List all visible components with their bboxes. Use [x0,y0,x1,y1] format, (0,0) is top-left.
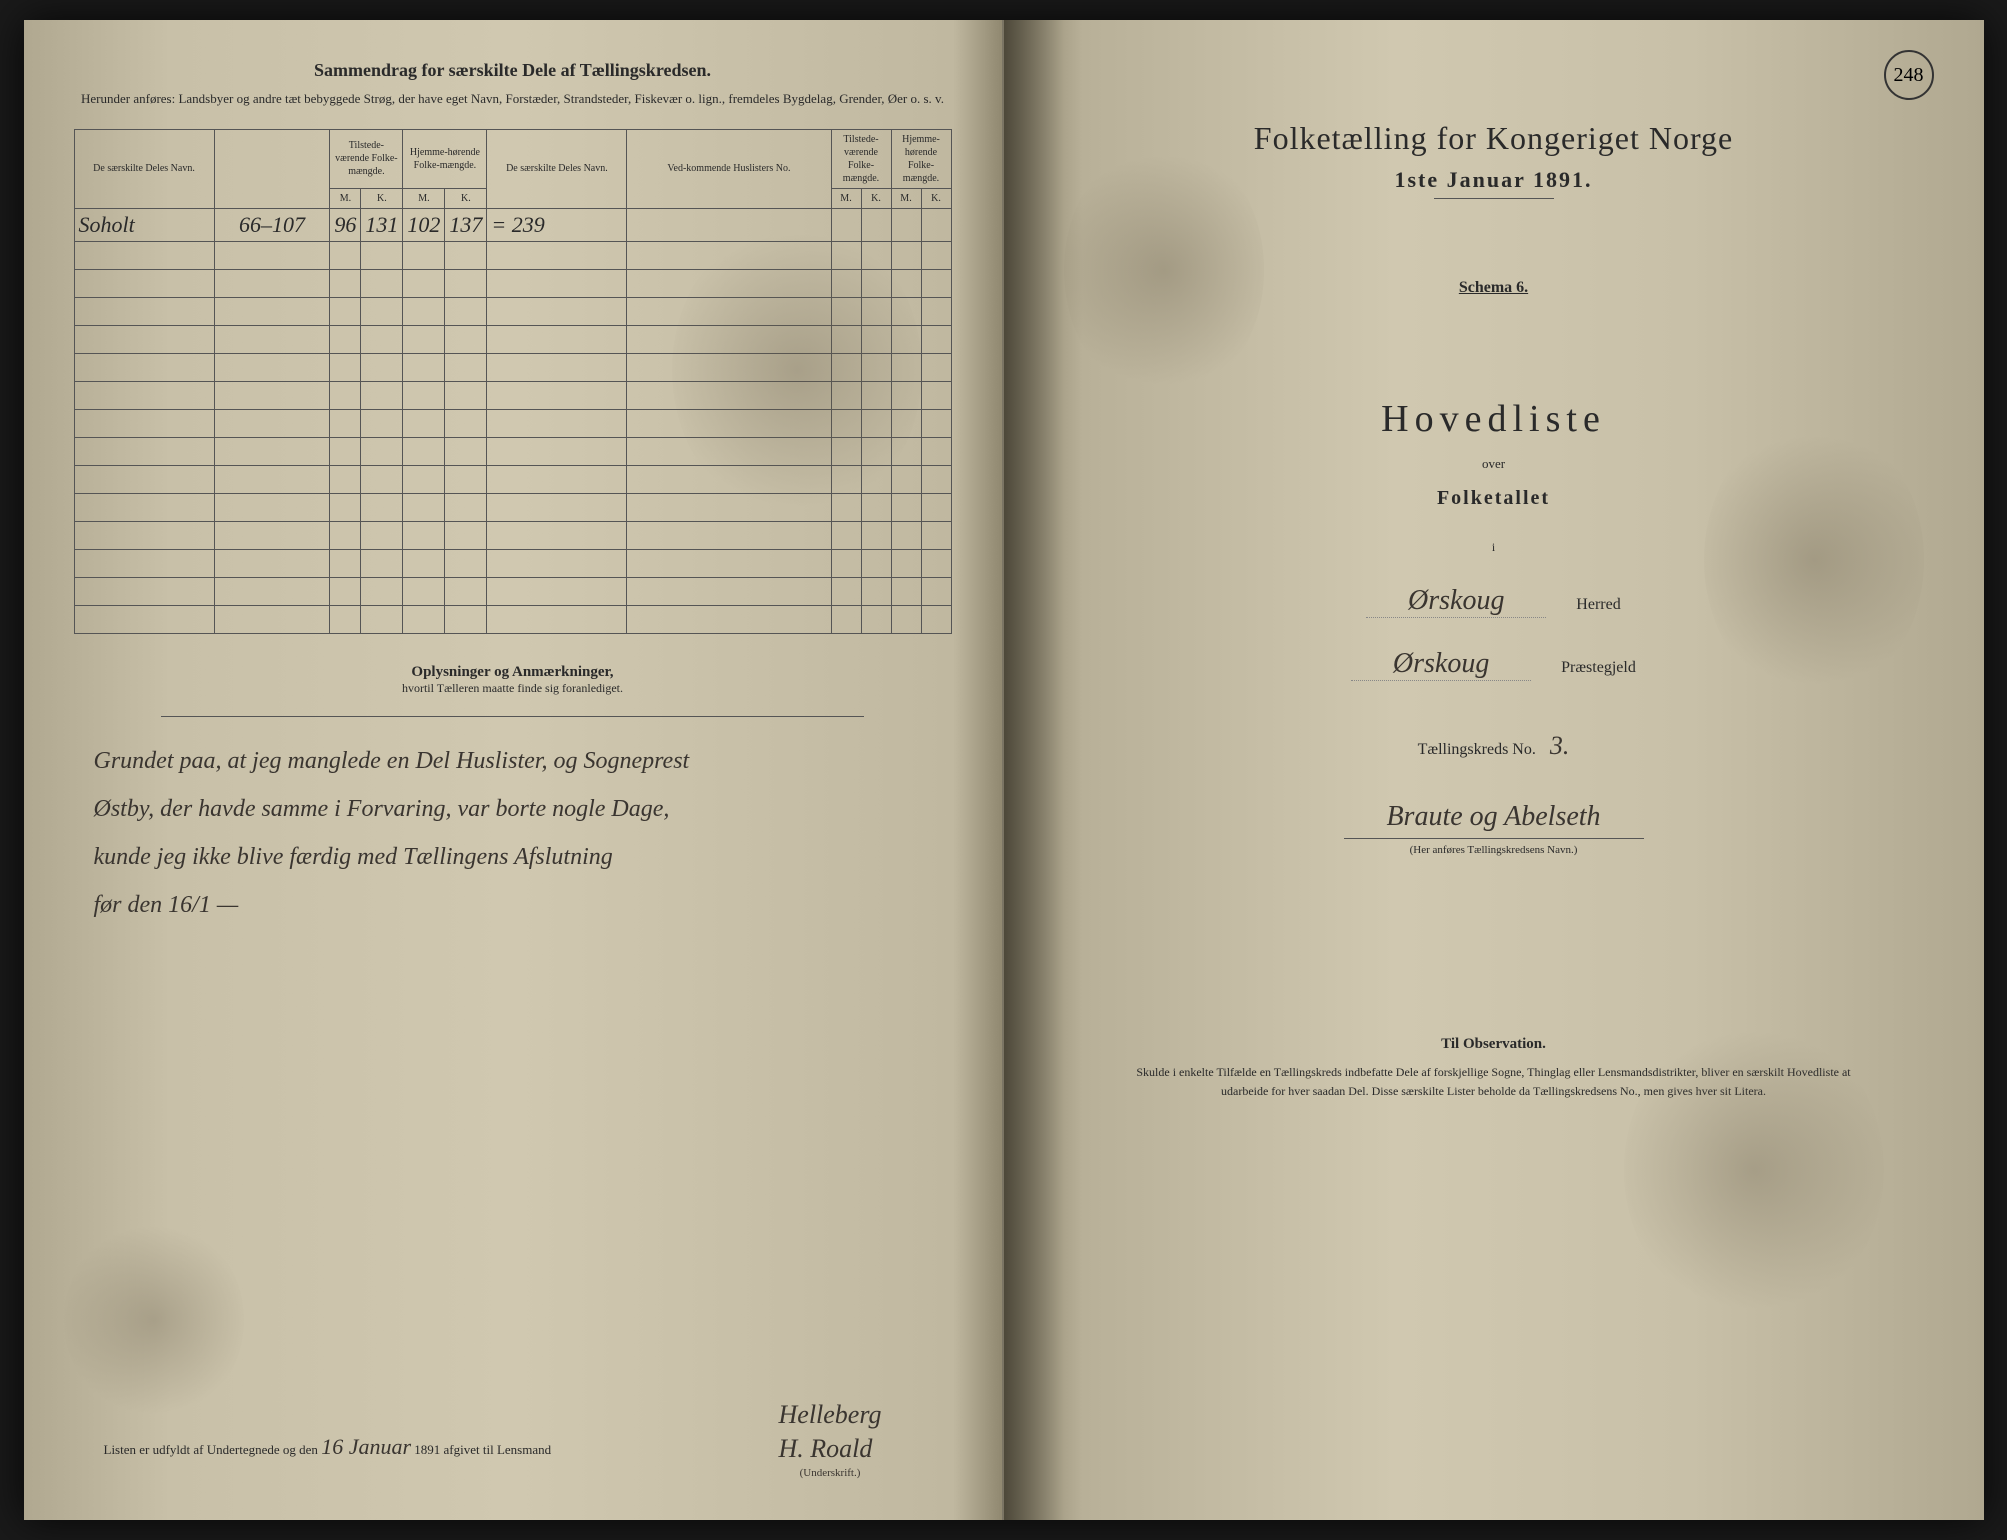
col-m: M. [330,188,361,208]
row-hk: 137 [445,208,487,241]
right-page: 248 Folketælling for Kongeriget Norge 1s… [1004,20,1984,1520]
folketallet-label: Folketallet [1054,487,1934,510]
summary-table: De særskilte Deles Navn. Tilstede-værend… [74,129,952,634]
col-huslisters [214,129,330,208]
col-name2: De særskilte Deles Navn. [487,129,627,208]
col-m2: M. [403,188,445,208]
row-name: Soholt [74,208,214,241]
table-row [74,381,951,409]
signature-2: H. Roald [779,1432,882,1466]
book-spread: Sammendrag for særskilte Dele af Tælling… [24,20,1984,1520]
praestegjeld-value: Ørskoug [1351,648,1531,681]
praestegjeld-row: Ørskoug Præstegjeld [1054,648,1934,681]
observation-title: Til Observation. [1054,1036,1934,1053]
remarks-line: kunde jeg ikke blive færdig med Tællinge… [94,833,932,881]
row-tm: 96 [330,208,361,241]
signature-caption: (Underskrift.) [779,1466,882,1480]
left-page: Sammendrag for særskilte Dele af Tælling… [24,20,1004,1520]
herred-value: Ørskoug [1366,585,1546,618]
col-m4: M. [891,188,921,208]
table-row [74,521,951,549]
praestegjeld-label: Præstegjeld [1561,659,1636,677]
col-tilstede2: Tilstede-værende Folke-mængde. [831,129,891,188]
table-row [74,409,951,437]
row-tk: 131 [361,208,403,241]
table-row [74,437,951,465]
table-row [74,577,951,605]
remarks-block: Grundet paa, at jeg manglede en Del Husl… [74,737,952,937]
kreds-no: 3. [1550,731,1570,760]
footer-prefix: Listen er udfyldt af Undertegnede og den [104,1442,318,1457]
hovedliste-title: Hovedliste [1054,397,1934,441]
kreds-name: Braute og Abelseth [1054,801,1934,833]
table-row [74,493,951,521]
divider [1344,838,1644,839]
table-row [74,353,951,381]
oplysninger-title: Oplysninger og Anmærkninger, [74,664,952,681]
over-label: over [1054,456,1934,472]
footer-mid: 1891 afgivet til Lensmand [414,1442,551,1457]
row-sum: = 239 [487,208,627,241]
row-huslisters: 66–107 [214,208,330,241]
signature-1: Helleberg [779,1398,882,1432]
herred-row: Ørskoug Herred [1054,585,1934,618]
col-hjemme: Hjemme-hørende Folke-mængde. [403,129,487,188]
table-row [74,465,951,493]
divider [161,716,863,717]
col-huslisters2: Ved-kommende Huslisters No. [627,129,831,208]
footer-date: 16 Januar [321,1434,411,1459]
oplysninger-sub: hvortil Tælleren maatte finde sig foranl… [74,681,952,696]
table-row [74,325,951,353]
table-row [74,269,951,297]
col-k: K. [361,188,403,208]
kreds-row: Tællingskreds No. 3. [1054,731,1934,761]
divider [1434,198,1554,199]
row-hm: 102 [403,208,445,241]
observation-text: Skulde i enkelte Tilfælde en Tællingskre… [1054,1063,1934,1101]
col-m3: M. [831,188,861,208]
col-tilstede: Tilstede-værende Folke-mængde. [330,129,403,188]
left-header-title: Sammendrag for særskilte Dele af Tælling… [74,60,952,81]
page-number: 248 [1884,50,1934,100]
kreds-caption: (Her anføres Tællingskredsens Navn.) [1054,844,1934,856]
kreds-label: Tællingskreds No. [1418,741,1536,758]
col-k2: K. [445,188,487,208]
col-k3: K. [861,188,891,208]
census-title: Folketælling for Kongeriget Norge [1054,120,1934,157]
i-label: i [1054,540,1934,555]
schema-label: Schema 6. [1054,279,1934,297]
table-row [74,241,951,269]
col-name1: De særskilte Deles Navn. [74,129,214,208]
signature-block: Helleberg H. Roald (Underskrift.) [779,1398,882,1480]
remarks-line: Østby, der havde samme i Forvaring, var … [94,785,932,833]
remarks-line: Grundet paa, at jeg manglede en Del Husl… [94,737,932,785]
table-row [74,297,951,325]
table-row [74,549,951,577]
remarks-line: før den 16/1 — [94,881,932,929]
table-row [74,605,951,633]
table-row: Soholt 66–107 96 131 102 137 = 239 [74,208,951,241]
herred-label: Herred [1576,596,1620,614]
col-hjemme2: Hjemme-hørende Folke-mængde. [891,129,951,188]
census-date: 1ste Januar 1891. [1054,167,1934,193]
left-header-sub: Herunder anføres: Landsbyer og andre tæt… [74,89,952,109]
col-k4: K. [921,188,951,208]
